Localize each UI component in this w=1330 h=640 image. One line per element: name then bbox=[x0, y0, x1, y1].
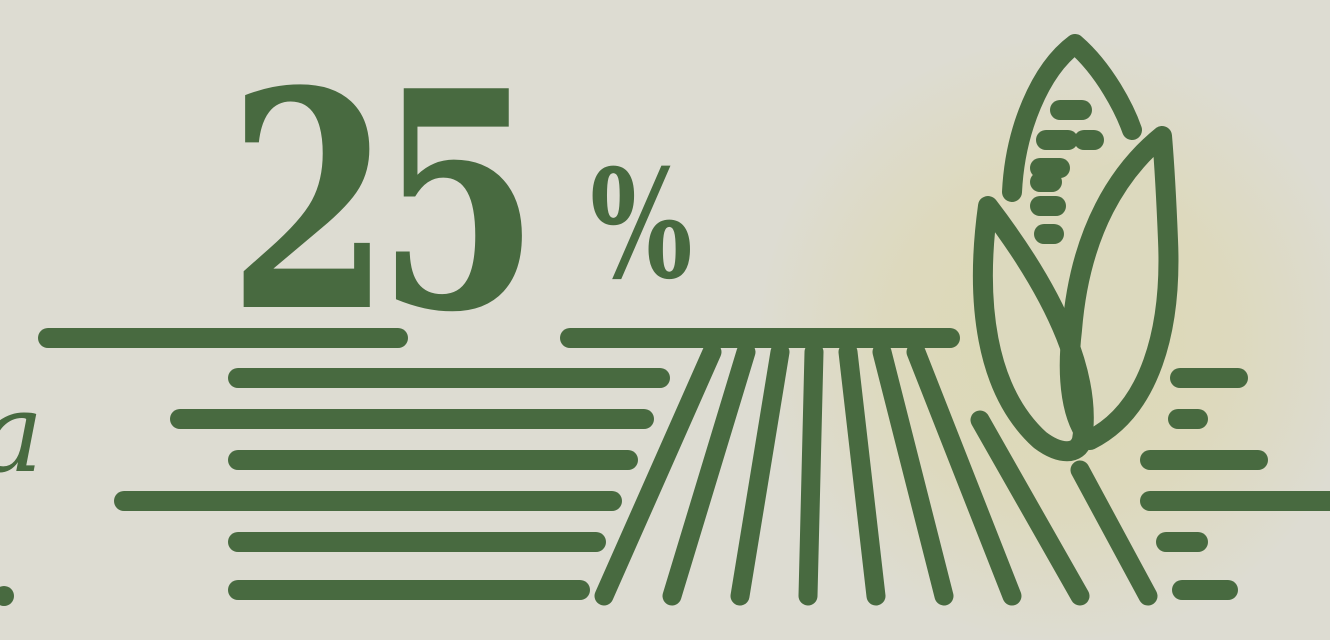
percent-sign: % bbox=[590, 137, 693, 313]
side-text-fragment: a bbox=[0, 378, 44, 488]
corn-icon bbox=[972, 34, 1179, 462]
percentage-value: 25 bbox=[228, 25, 540, 378]
period-dot bbox=[0, 586, 14, 606]
infographic-canvas: 25 % a bbox=[0, 25, 1330, 640]
